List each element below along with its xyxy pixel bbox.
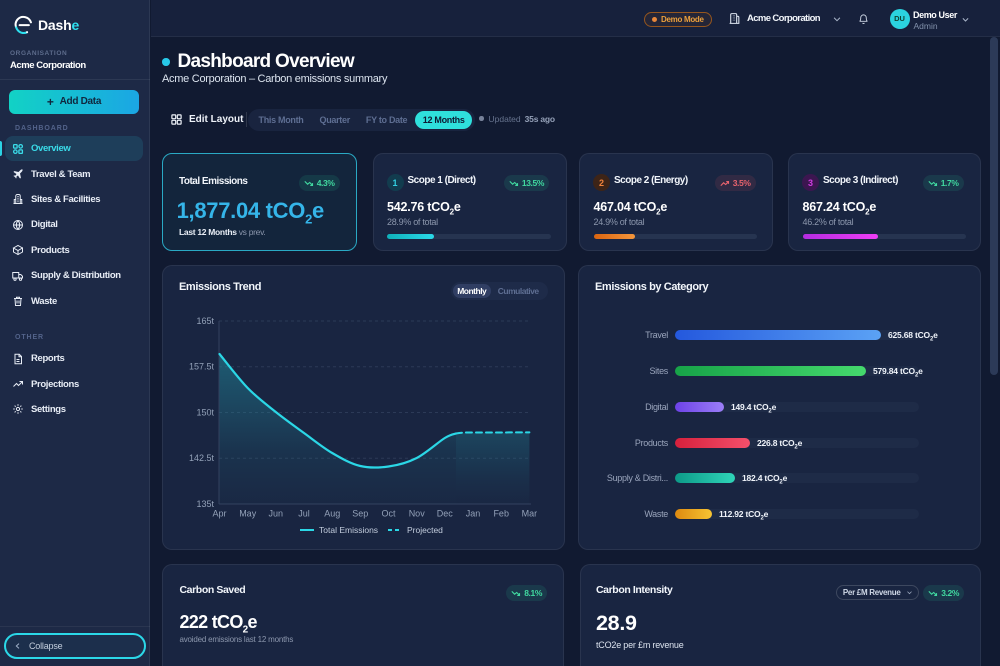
svg-text:Sep: Sep [352,509,368,519]
svg-text:Oct: Oct [381,509,396,519]
svg-text:Jul: Jul [298,509,310,519]
svg-text:Jan: Jan [466,509,481,519]
svg-text:142.5t: 142.5t [189,453,215,463]
svg-text:Dec: Dec [437,509,454,519]
svg-text:Aug: Aug [324,509,340,519]
svg-text:135t: 135t [196,499,214,509]
svg-text:Jun: Jun [269,509,284,519]
svg-text:Mar: Mar [522,509,538,519]
svg-text:150t: 150t [196,408,214,418]
svg-text:Feb: Feb [493,509,509,519]
svg-text:May: May [239,509,257,519]
svg-text:157.5t: 157.5t [189,362,215,372]
svg-text:Nov: Nov [409,509,426,519]
svg-text:Projected: Projected [407,525,443,535]
svg-text:Apr: Apr [212,509,226,519]
svg-text:Total Emissions: Total Emissions [319,525,378,535]
svg-text:165t: 165t [196,316,214,326]
